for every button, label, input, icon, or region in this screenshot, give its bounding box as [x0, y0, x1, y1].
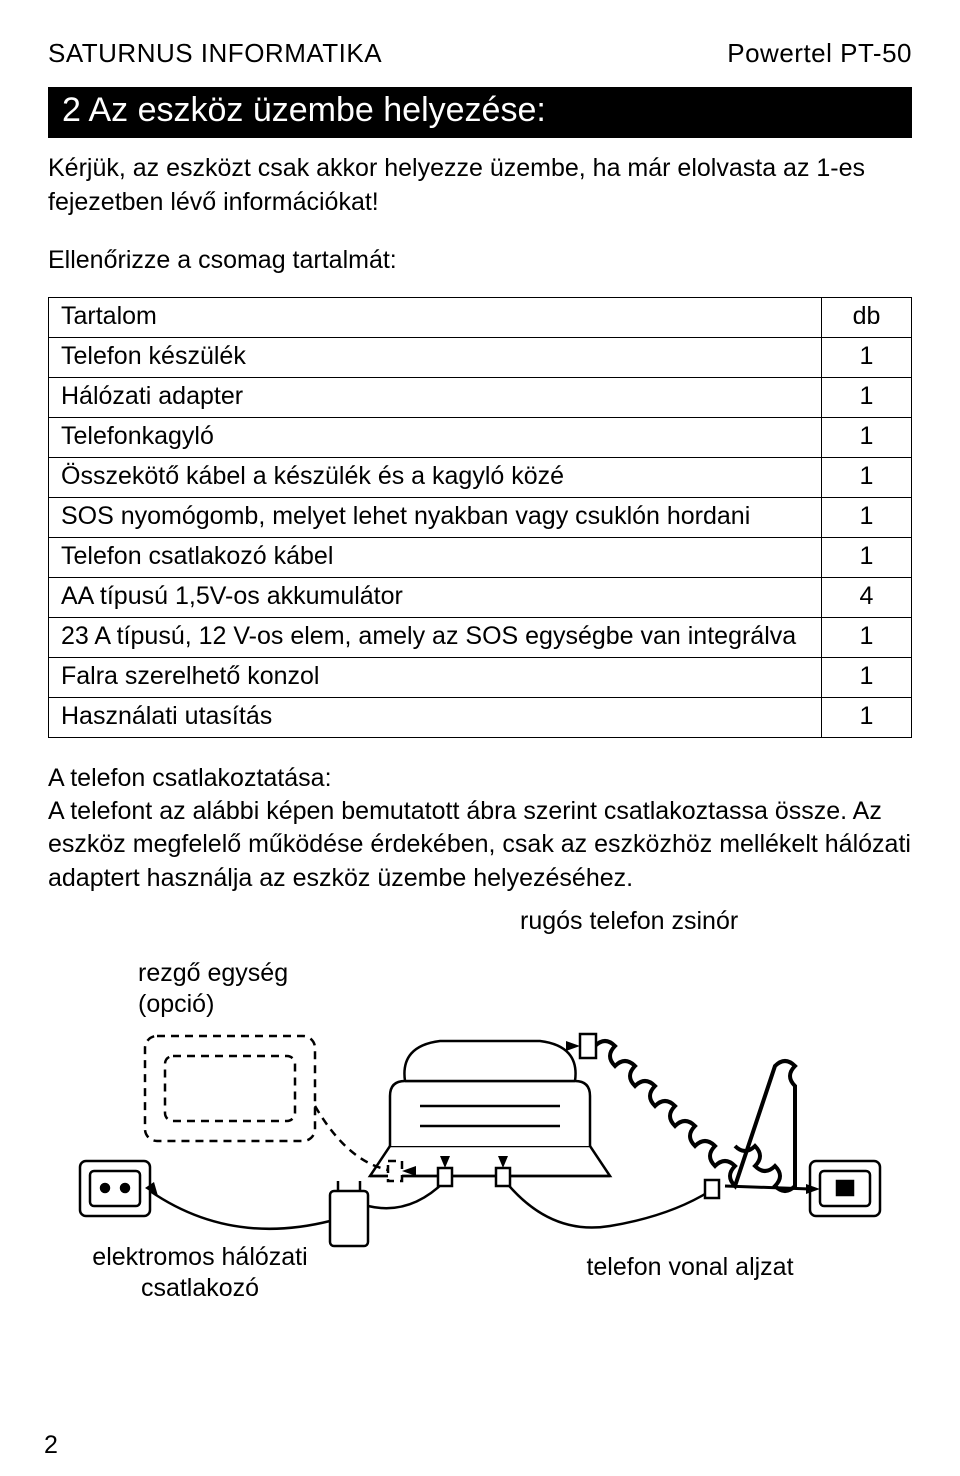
table-row: 23 A típusú, 12 V-os elem, amely az SOS …: [49, 617, 912, 657]
page-header: SATURNUS INFORMATIKA Powertel PT-50: [48, 38, 912, 69]
header-left: SATURNUS INFORMATIKA: [48, 38, 382, 69]
table-cell-item: 23 A típusú, 12 V-os elem, amely az SOS …: [49, 617, 822, 657]
table-row: Összekötő kábel a készülék és a kagyló k…: [49, 457, 912, 497]
table-header-row: Tartalom db: [49, 297, 912, 337]
table-row: Telefon csatlakozó kábel 1: [49, 537, 912, 577]
table-cell-qty: 1: [822, 617, 912, 657]
table-cell-qty: 1: [822, 497, 912, 537]
table-row: Hálózati adapter 1: [49, 377, 912, 417]
table-cell-qty: 1: [822, 417, 912, 457]
table-cell-qty: 1: [822, 337, 912, 377]
table-cell-item: Összekötő kábel a készülék és a kagyló k…: [49, 457, 822, 497]
connection-diagram: rugós telefon zsinór rezgő egység(opció)…: [50, 906, 910, 1306]
table-cell-item: Hálózati adapter: [49, 377, 822, 417]
table-cell-qty: 1: [822, 537, 912, 577]
table-cell-item: Használati utasítás: [49, 697, 822, 737]
diagram-label-line: telefon vonal aljzat: [560, 1252, 820, 1283]
table-row: Telefonkagyló 1: [49, 417, 912, 457]
contents-table: Tartalom db Telefon készülék 1 Hálózati …: [48, 297, 912, 738]
diagram-label-power: elektromos hálózaticsatlakozó: [70, 1242, 330, 1305]
table-cell-qty: 1: [822, 657, 912, 697]
table-cell-item: Telefonkagyló: [49, 417, 822, 457]
table-cell-qty: 4: [822, 577, 912, 617]
table-row: AA típusú 1,5V-os akkumulátor 4: [49, 577, 912, 617]
diagram-label-cord: rugós telefon zsinór: [520, 906, 780, 937]
table-row: Használati utasítás 1: [49, 697, 912, 737]
diagram-label-shaker: rezgő egység(opció): [138, 958, 338, 1021]
table-cell-qty: 1: [822, 377, 912, 417]
table-cell-item: Telefon csatlakozó kábel: [49, 537, 822, 577]
table-cell-qty: 1: [822, 457, 912, 497]
table-row: Falra szerelhető konzol 1: [49, 657, 912, 697]
connect-heading: A telefon csatlakoztatása:: [48, 764, 912, 793]
table-row: Telefon készülék 1: [49, 337, 912, 377]
table-cell-qty: 1: [822, 697, 912, 737]
intro-paragraph: Kérjük, az eszközt csak akkor helyezze ü…: [48, 152, 912, 220]
table-row: SOS nyomógomb, melyet lehet nyakban vagy…: [49, 497, 912, 537]
table-header-qty: db: [822, 297, 912, 337]
section-title: 2 Az eszköz üzembe helyezése:: [48, 87, 912, 138]
table-cell-item: SOS nyomógomb, melyet lehet nyakban vagy…: [49, 497, 822, 537]
table-cell-item: AA típusú 1,5V-os akkumulátor: [49, 577, 822, 617]
table-header-item: Tartalom: [49, 297, 822, 337]
check-contents-line: Ellenőrizze a csomag tartalmát:: [48, 246, 912, 275]
table-cell-item: Telefon készülék: [49, 337, 822, 377]
connect-body: A telefont az alábbi képen bemutatott áb…: [48, 795, 912, 896]
table-cell-item: Falra szerelhető konzol: [49, 657, 822, 697]
header-right: Powertel PT-50: [727, 38, 912, 69]
page-number: 2: [44, 1431, 58, 1460]
